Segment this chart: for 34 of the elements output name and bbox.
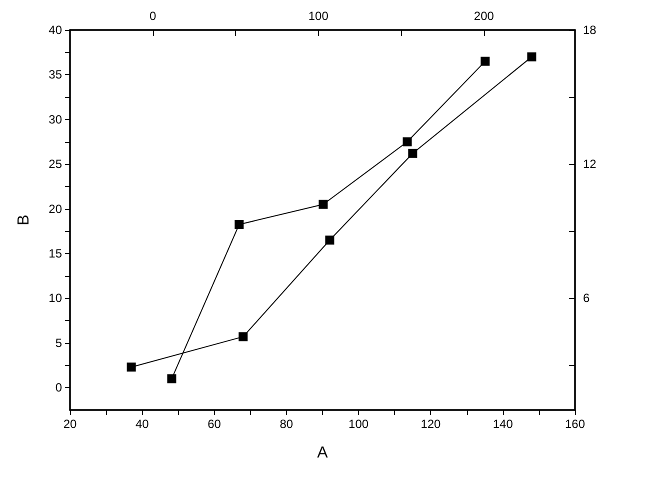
point [167,374,176,384]
x-tick-label: 160 [564,417,586,431]
point [234,220,244,229]
y2-tick-label: 6 [583,291,590,306]
x-tick-label: 120 [420,417,442,431]
point [318,200,328,209]
point [238,332,248,342]
x-tick-label: 100 [348,417,369,431]
y-tick-label: 15 [48,246,62,261]
y-axis-title: B [16,214,32,226]
y-tick-label: 10 [48,291,62,306]
y2-tick-label: 12 [583,157,597,172]
x-tick-label: 140 [492,417,514,431]
x2-tick-label: 100 [308,9,329,23]
x-tick-label: 60 [208,417,222,431]
point [480,56,490,66]
x-axis-title: A [317,444,328,462]
y-tick-label: 20 [48,202,62,216]
y-tick-label: 25 [48,157,62,172]
x-tick-label: 40 [135,417,150,431]
y-tick-label: 30 [48,112,62,126]
y-tick-label: 0 [55,380,62,395]
point [527,52,536,62]
y-tick-label: 40 [48,23,62,37]
y-tick-label: 35 [48,68,62,82]
point [325,236,334,245]
y2-tick-label: 18 [583,23,597,37]
point [402,137,412,146]
y-tick-label: 5 [55,336,62,350]
x2-tick-label: 200 [474,9,494,23]
point [126,362,136,372]
x2-tick-label: 0 [149,9,156,23]
x-tick-label: 80 [280,417,294,431]
point [408,148,418,158]
